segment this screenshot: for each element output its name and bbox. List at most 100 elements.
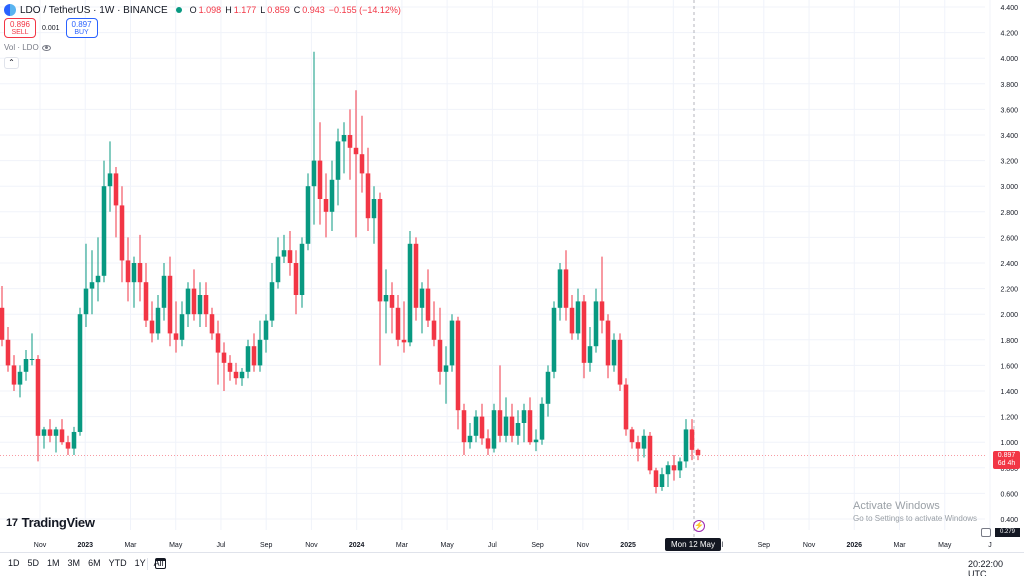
volume-indicator[interactable]: Vol · LDO — [4, 43, 51, 52]
utc-clock[interactable]: 20:22:00 UTC — [968, 559, 1004, 576]
candle — [497, 365, 503, 443]
candle — [443, 346, 449, 404]
candle — [347, 109, 353, 180]
buy-button[interactable]: 0.897 BUY — [65, 18, 98, 38]
candle-body — [341, 135, 347, 142]
candle — [653, 467, 659, 494]
ohlc-high-label: H — [225, 5, 232, 15]
candle — [179, 301, 185, 347]
candle-body — [467, 435, 473, 443]
tradingview-logo[interactable]: 17 TradingView — [6, 515, 95, 530]
candle — [479, 403, 485, 445]
candle — [155, 295, 161, 340]
candle — [449, 314, 455, 372]
candle-body — [269, 282, 275, 321]
price-axis: 4.400 4.200 4.000 3.800 3.600 3.400 3.200 3.000… — [1000, 5, 1018, 524]
x-tick-label: Sep — [260, 542, 273, 549]
candle — [287, 231, 293, 276]
candle — [269, 263, 275, 327]
range-3m[interactable]: 3M — [67, 558, 81, 568]
candle — [167, 256, 173, 347]
candle-body — [71, 431, 77, 449]
ohlc-close-label: C — [293, 5, 301, 15]
candle-body — [581, 301, 587, 363]
candle — [41, 426, 47, 449]
range-ytd[interactable]: YTD — [108, 558, 127, 568]
candle-body — [197, 295, 203, 315]
candle-body — [533, 439, 539, 443]
volume-label: Vol · LDO — [4, 43, 39, 52]
range-6m[interactable]: 6M — [88, 558, 101, 568]
y-tick-label: 4.200 — [1000, 31, 1018, 38]
candle-body — [83, 288, 89, 315]
candle — [551, 301, 557, 379]
candle — [197, 282, 203, 327]
candle-body — [191, 288, 197, 315]
price-chart[interactable]: 4.400 4.200 4.000 3.800 3.600 3.400 3.200 3.000… — [0, 0, 1024, 552]
x-tick-label: Mar — [396, 542, 409, 549]
x-tick-label: Nov — [577, 542, 590, 549]
candle — [191, 269, 197, 321]
candle-body — [287, 250, 293, 263]
collapse-legend-button[interactable]: ⌃ — [4, 57, 19, 69]
candle — [671, 455, 677, 481]
range-1d[interactable]: 1D — [8, 558, 20, 568]
range-1y[interactable]: 1Y — [134, 558, 146, 568]
candle — [107, 141, 113, 212]
candle-body — [53, 429, 59, 436]
candle-body — [65, 442, 71, 449]
candle — [473, 410, 479, 443]
candle-body — [557, 269, 563, 308]
candle-body — [167, 275, 173, 334]
candle — [401, 301, 407, 353]
candle — [209, 307, 215, 340]
eye-icon[interactable] — [41, 44, 51, 51]
range-1m[interactable]: 1M — [47, 558, 60, 568]
candle-body — [635, 442, 641, 449]
candle-body — [671, 465, 677, 471]
y-tick-label: 1.000 — [1000, 440, 1018, 447]
y-tick-label: 2.600 — [1000, 235, 1018, 242]
candle-body — [659, 474, 665, 487]
y-tick-label: 4.000 — [1000, 56, 1018, 63]
lightning-event-icon[interactable]: ⚡ — [693, 520, 705, 532]
sell-button[interactable]: 0.896 SELL — [4, 18, 36, 38]
candle-body — [551, 307, 557, 372]
candle — [455, 316, 461, 430]
candle — [53, 426, 59, 453]
candle-body — [449, 320, 455, 366]
candle-body — [0, 307, 5, 340]
ohlc-low-label: L — [260, 5, 266, 15]
candle — [65, 435, 71, 455]
x-tick-label: 2026 — [846, 542, 862, 549]
candle — [299, 237, 305, 308]
candle — [623, 378, 629, 436]
y-tick-label: 1.800 — [1000, 338, 1018, 345]
candle — [581, 295, 587, 379]
candle-body — [35, 359, 41, 436]
range-5d[interactable]: 5D — [27, 558, 40, 568]
candle-body — [335, 141, 341, 180]
candle-body — [59, 429, 65, 443]
candle — [545, 365, 551, 417]
candle-body — [437, 339, 443, 372]
candle — [527, 397, 533, 445]
candle-body — [161, 275, 167, 308]
candle — [647, 431, 653, 475]
candle — [185, 282, 191, 327]
clock-icon[interactable] — [981, 528, 991, 537]
x-tick-label: J — [988, 542, 992, 549]
range-all[interactable]: All — [153, 558, 164, 568]
tradingview-logo-text: TradingView — [21, 515, 95, 530]
candle — [143, 263, 149, 327]
candle — [137, 234, 143, 302]
candle — [539, 397, 545, 445]
market-open-icon — [175, 7, 182, 13]
calendar-icon[interactable] — [155, 558, 166, 569]
y-tick-label: 2.800 — [1000, 210, 1018, 217]
symbol-title[interactable]: LDO / TetherUS · 1W · BINANCE — [20, 4, 168, 16]
chart-area[interactable]: 4.400 4.200 4.000 3.800 3.600 3.400 3.200 3.000… — [0, 0, 1024, 552]
candle-body — [521, 410, 527, 423]
candle — [119, 186, 125, 283]
candle-body — [209, 314, 215, 334]
